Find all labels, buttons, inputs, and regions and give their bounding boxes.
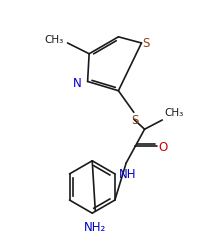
Text: NH₂: NH₂ [84,220,106,233]
Text: S: S [142,36,150,50]
Text: CH₃: CH₃ [44,35,64,45]
Text: CH₃: CH₃ [165,108,184,118]
Text: N: N [73,76,81,90]
Text: O: O [158,140,168,153]
Text: NH: NH [119,167,136,180]
Text: S: S [132,114,139,126]
